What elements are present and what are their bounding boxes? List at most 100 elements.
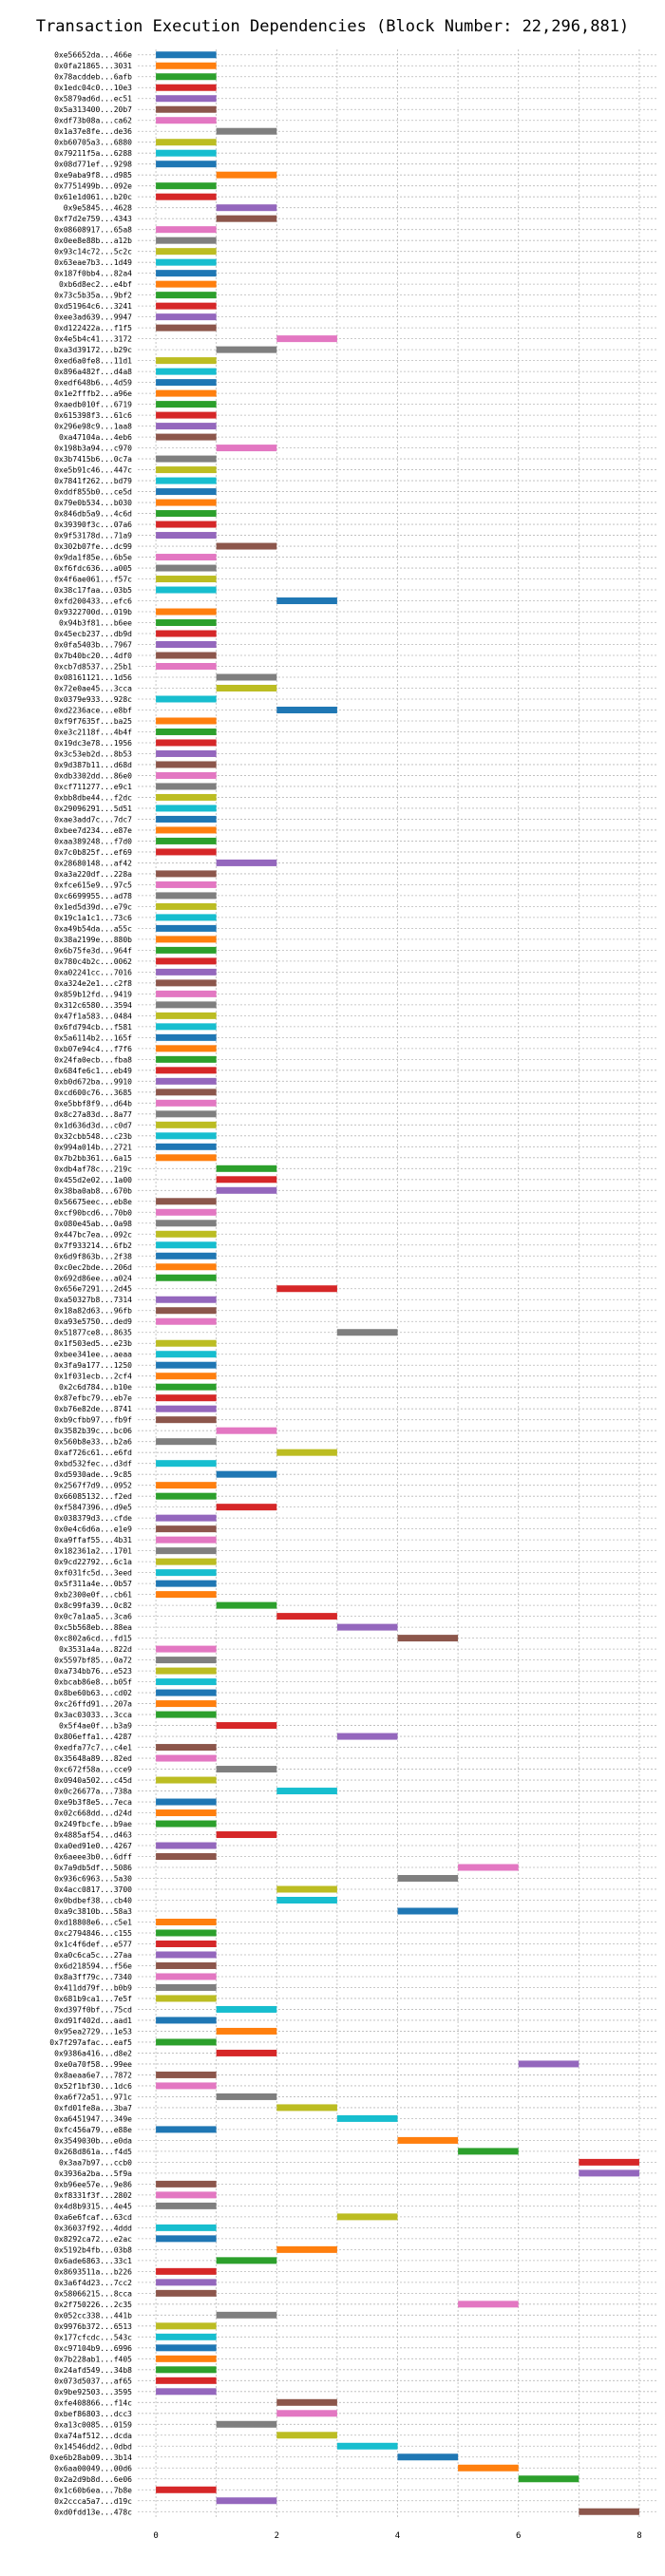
bar — [336, 2114, 398, 2122]
bar — [156, 728, 217, 735]
bar — [276, 1788, 337, 1795]
y-tick-label: 0x1f031ecb...2cf4 — [54, 1373, 132, 1381]
bar — [156, 793, 217, 801]
y-tick-label: 0x5f4ae0f...b3a9 — [59, 1722, 132, 1731]
bar — [216, 1427, 277, 1434]
y-tick-label: 0x780c4b2c...0062 — [54, 957, 132, 966]
y-tick-label: 0x3fa9a177...1250 — [54, 1361, 132, 1370]
bar — [276, 2410, 337, 2417]
y-tick-label: 0x9be92503...3595 — [54, 2388, 132, 2396]
y-tick-label: 0x806effa1...4287 — [54, 1733, 132, 1741]
bar — [156, 2486, 217, 2493]
y-tick-label: 0xaedb010f...6719 — [54, 401, 132, 409]
bar — [156, 1711, 217, 1718]
bar — [276, 2245, 337, 2253]
bar — [156, 1918, 217, 1925]
bar — [156, 749, 217, 757]
y-tick-label: 0xae3add7c...7dc7 — [54, 815, 132, 824]
y-tick-label: 0xe5b91c46...447c — [54, 466, 132, 475]
bar — [216, 2049, 277, 2056]
bar — [397, 1907, 459, 1915]
bar — [216, 1601, 277, 1609]
y-tick-label: 0xe9aba9f8...d985 — [54, 171, 132, 180]
y-tick-label: 0xb76e82de...8741 — [54, 1405, 132, 1413]
y-tick-label: 0xfc456a79...e88e — [54, 2126, 132, 2134]
bar — [156, 576, 217, 583]
bar — [156, 1754, 217, 1762]
y-tick-label: 0x95ea2729...1e53 — [54, 2027, 132, 2036]
bar — [156, 761, 217, 768]
y-tick-label: 0xd0fdd13e...478c — [54, 2508, 132, 2516]
y-tick-label: 0x35648a89...82ed — [54, 1754, 132, 1763]
bar — [156, 1001, 217, 1009]
y-tick-label: 0x411dd79f...b0b9 — [54, 1983, 132, 1992]
bar — [156, 1296, 217, 1303]
bar — [276, 1449, 337, 1456]
y-tick-label: 0xc2794846...c155 — [54, 1929, 132, 1938]
bar — [156, 1842, 217, 1849]
bar — [276, 706, 337, 713]
y-tick-label: 0xa6e6fcaf...63cd — [54, 2213, 132, 2222]
y-tick-label: 0xb96ee57e...9e86 — [54, 2180, 132, 2188]
bar — [397, 1635, 459, 1642]
y-tick-label: 0x302b07fe...dc99 — [54, 542, 132, 551]
y-tick-label: 0x447bc7ea...092c — [54, 1230, 132, 1239]
bar — [156, 313, 217, 321]
y-tick-label: 0x455d2e02...1a00 — [54, 1176, 132, 1184]
y-tick-label: 0x9322700d...019b — [54, 608, 132, 616]
bar — [156, 1143, 217, 1150]
bar — [156, 1657, 217, 1664]
bar — [216, 2497, 277, 2505]
y-tick-label: 0xb60705a3...6880 — [54, 139, 132, 147]
y-tick-label: 0x0e4c6d6a...e1e9 — [54, 1525, 132, 1534]
bar — [156, 619, 217, 627]
x-tick-label: 0 — [153, 2531, 158, 2541]
y-tick-label: 0x2567f7d9...0952 — [54, 1482, 132, 1490]
bar — [156, 1077, 217, 1085]
y-tick-label: 0x8c99fa39...0c82 — [54, 1601, 132, 1610]
bar — [156, 117, 217, 124]
y-tick-label: 0xd397f0bf...75cd — [54, 2005, 132, 2014]
y-tick-label: 0x1c60b6ea...7b8e — [54, 2486, 132, 2494]
y-tick-label: 0xfe408866...f14c — [54, 2398, 132, 2407]
y-tick-label: 0x45ecb237...db9d — [54, 630, 132, 638]
y-tick-label: 0xbef86803...dcc3 — [54, 2410, 132, 2418]
y-tick-label: 0xd18808e6...c5e1 — [54, 1918, 132, 1926]
bar — [458, 1864, 519, 1871]
bar — [156, 1263, 217, 1271]
y-tick-label: 0x312c6580...3594 — [54, 1001, 132, 1010]
bar — [156, 1383, 217, 1391]
y-tick-label: 0x6aeee3b0...6dff — [54, 1853, 132, 1862]
y-tick-label: 0x3ac03033...3cca — [54, 1711, 132, 1719]
y-tick-label: 0x6b75fe3d...964f — [54, 946, 132, 955]
bar — [156, 2191, 217, 2199]
bar — [156, 433, 217, 441]
bar — [216, 684, 277, 691]
y-tick-label: 0x94b3f81...b6ee — [59, 619, 132, 628]
y-tick-label: 0x32cbb548...c23b — [54, 1132, 132, 1141]
bar — [336, 1329, 398, 1336]
bar — [156, 1929, 217, 1937]
y-tick-label: 0x2ccca5a7...d19c — [54, 2497, 132, 2506]
bar — [216, 1504, 277, 1511]
bar — [216, 2027, 277, 2035]
y-tick-label: 0x073d5037...af65 — [54, 2377, 132, 2385]
bar — [216, 1831, 277, 1839]
x-tick-labels: 0 2 4 6 8 — [153, 2531, 641, 2541]
y-tick-label: 0x268d861a...f4d5 — [54, 2148, 132, 2156]
y-tick-label: 0x3aa7b97...ccb0 — [59, 2158, 132, 2167]
bar — [156, 1482, 217, 1489]
y-tick-label: 0xdf73b08a...ca62 — [54, 117, 132, 125]
y-tick-label: 0x656e7291...2d45 — [54, 1285, 132, 1294]
bar — [156, 771, 217, 779]
bar — [156, 1220, 217, 1227]
bar — [156, 1961, 217, 1969]
x-tick-label: 8 — [636, 2531, 641, 2541]
y-tick-label: 0xdb3302dd...86e0 — [54, 771, 132, 780]
y-tick-label: 0x5a6114b2...165f — [54, 1033, 132, 1042]
bar — [156, 1569, 217, 1577]
bar — [156, 826, 217, 834]
bar — [156, 2388, 217, 2396]
bar — [156, 488, 217, 496]
y-tick-label: 0xbcab86e8...b05f — [54, 1678, 132, 1687]
